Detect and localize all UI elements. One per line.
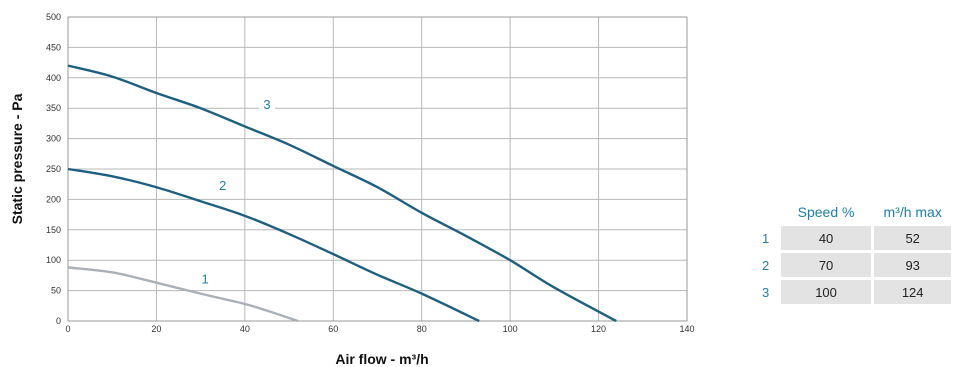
y-tick-label: 350 [46, 103, 61, 113]
table-row: 1 40 52 [761, 226, 951, 250]
x-tick-label: 0 [65, 324, 70, 334]
y-tick-label: 150 [46, 225, 61, 235]
x-tick-label: 60 [328, 324, 338, 334]
curve-label-3: 3 [263, 97, 270, 112]
y-tick-label: 300 [46, 134, 61, 144]
curve-speed-2 [67, 167, 480, 323]
fan-curve-chart: 0 20 40 60 80 100 120 1400501001502002503003504… [9, 12, 695, 367]
tick-labels: 0 20 40 60 80 100 120 1400501001502002503003504… [46, 12, 695, 334]
max-flow-cell: 124 [874, 280, 951, 304]
max-flow-cell: 52 [874, 226, 951, 250]
x-tick-label: 140 [679, 324, 694, 334]
speed-cell: 40 [780, 226, 872, 250]
y-tick-label: 500 [46, 12, 61, 22]
y-tick-label: 200 [46, 194, 61, 204]
x-tick-label: 40 [240, 324, 250, 334]
y-tick-label: 450 [46, 42, 61, 52]
curve-speed-1 [67, 266, 299, 323]
curve-speed-3 [67, 64, 617, 323]
grid-lines [67, 16, 688, 322]
curve-label-background [197, 272, 214, 287]
header-speed: Speed % [797, 204, 855, 220]
curve-label-1: 1 [201, 272, 208, 287]
curve-label-2: 2 [219, 178, 226, 193]
x-tick-label: 20 [151, 324, 161, 334]
speed-cell: 70 [780, 253, 872, 277]
x-tick-label: 80 [417, 324, 427, 334]
table-corner [761, 203, 778, 223]
curves [67, 64, 617, 323]
curve-labels: 1 2 3 [197, 97, 275, 287]
row-index: 2 [762, 257, 770, 273]
y-tick-label: 400 [46, 73, 61, 83]
table-row: 3 100 124 [761, 280, 951, 304]
speed-cell: 100 [780, 280, 872, 304]
y-axis-title: Static pressure - Pa [9, 93, 25, 224]
curve-label-background [214, 179, 231, 194]
y-tick-label: 100 [46, 255, 61, 265]
y-tick-label: 250 [46, 164, 61, 174]
header-max-flow: m³/h max [883, 204, 942, 220]
y-tick-label: 0 [56, 316, 61, 326]
x-tick-label: 120 [591, 324, 606, 334]
row-index: 3 [762, 284, 770, 300]
y-tick-label: 50 [51, 286, 61, 296]
table-row: 2 70 93 [761, 253, 951, 277]
x-axis-title: Air flow - m³/h [335, 351, 428, 367]
row-index: 1 [762, 230, 770, 246]
x-tick-label: 100 [503, 324, 518, 334]
curve-label-background [258, 98, 275, 113]
speed-table: Speed % m³/h max 1 40 52 2 70 93 3 100 1… [758, 200, 954, 307]
max-flow-cell: 93 [874, 253, 951, 277]
table-header-row: Speed % m³/h max [761, 203, 951, 223]
